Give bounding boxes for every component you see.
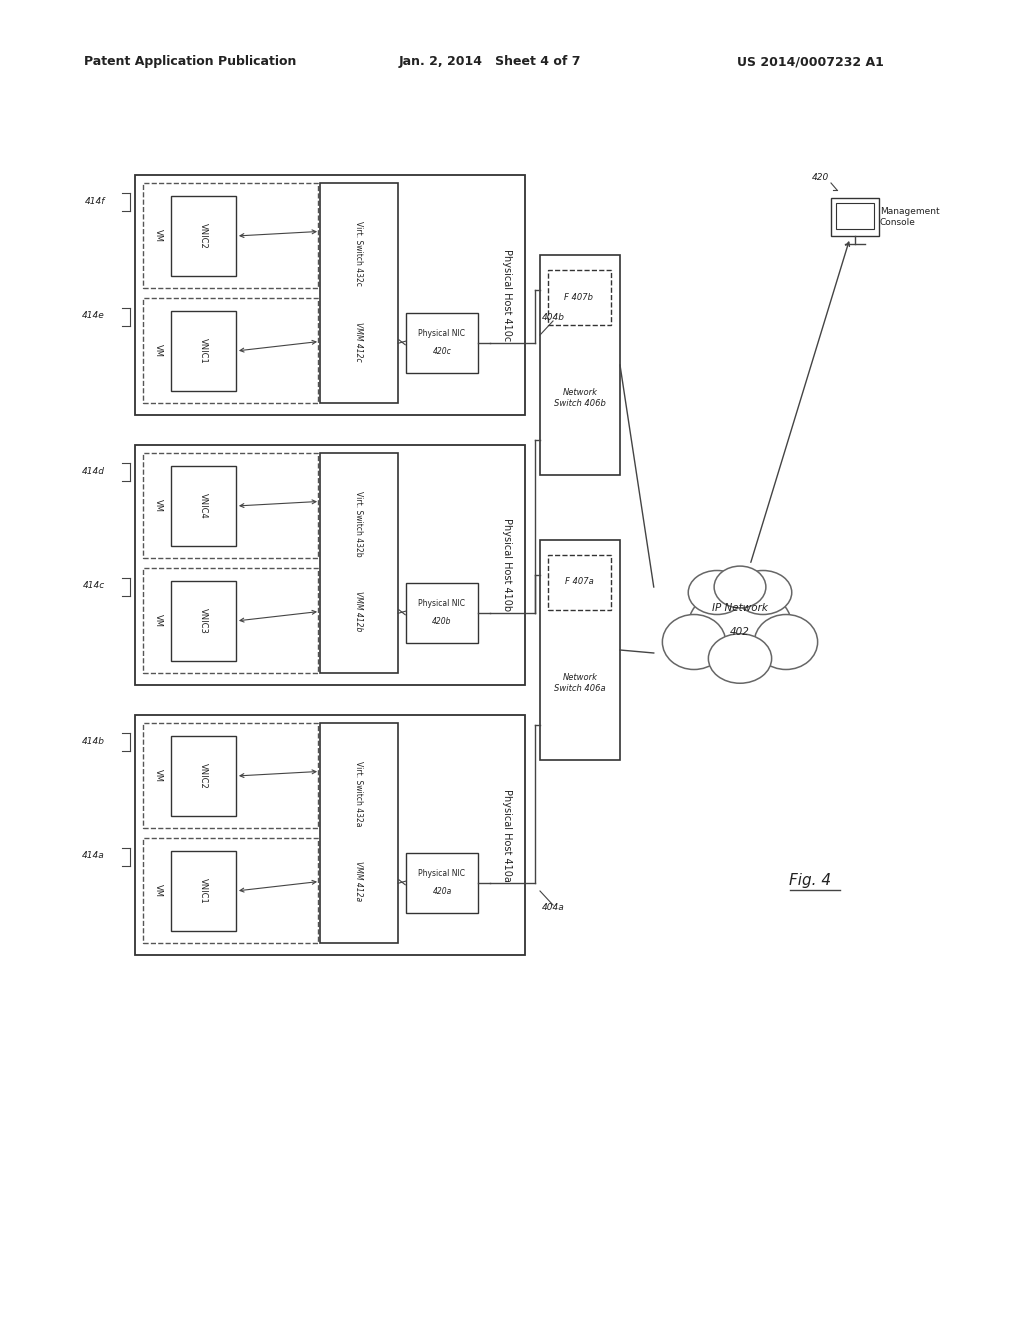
Text: Physical NIC: Physical NIC — [419, 330, 466, 338]
Bar — [548, 554, 611, 610]
Bar — [548, 271, 611, 325]
Text: Network
Switch 406b: Network Switch 406b — [554, 388, 606, 408]
Bar — [171, 312, 236, 391]
Text: 414b: 414b — [82, 737, 105, 746]
Bar — [143, 723, 318, 828]
Bar — [143, 568, 318, 673]
Text: 414a: 414a — [82, 851, 105, 861]
Text: Physical NIC: Physical NIC — [419, 599, 466, 609]
Text: F 407a: F 407a — [564, 578, 593, 586]
Bar — [171, 195, 236, 276]
Bar — [406, 853, 478, 913]
Bar — [171, 851, 236, 931]
Text: 414c: 414c — [83, 582, 105, 590]
Bar — [135, 715, 525, 954]
Text: 420b: 420b — [432, 618, 452, 627]
Text: Virt. Switch 432a: Virt. Switch 432a — [354, 760, 364, 826]
Bar — [135, 176, 525, 414]
Text: VMM 412b: VMM 412b — [354, 591, 364, 631]
Text: Virt. Switch 432b: Virt. Switch 432b — [354, 491, 364, 556]
Ellipse shape — [663, 615, 726, 669]
Text: 414f: 414f — [85, 197, 105, 206]
Bar — [143, 838, 318, 942]
Text: Network
Switch 406a: Network Switch 406a — [554, 673, 606, 693]
Ellipse shape — [734, 570, 792, 615]
Text: VMM 412a: VMM 412a — [354, 862, 364, 902]
Text: VM: VM — [154, 228, 163, 242]
Text: VMM 412c: VMM 412c — [354, 322, 364, 362]
Bar — [406, 583, 478, 643]
Text: 420: 420 — [811, 173, 828, 182]
Text: F 407b: F 407b — [564, 293, 594, 301]
Text: Physical NIC: Physical NIC — [419, 870, 466, 879]
Text: VNIC3: VNIC3 — [199, 609, 208, 634]
Bar — [143, 183, 318, 288]
Ellipse shape — [709, 634, 772, 684]
Bar — [540, 255, 620, 475]
Bar — [171, 581, 236, 661]
Text: Jan. 2, 2014   Sheet 4 of 7: Jan. 2, 2014 Sheet 4 of 7 — [398, 55, 582, 69]
Bar — [319, 183, 398, 403]
Bar — [831, 198, 879, 236]
Text: VNIC1: VNIC1 — [199, 338, 208, 364]
Text: Physical Host 410b: Physical Host 410b — [502, 519, 512, 611]
Text: VM: VM — [154, 614, 163, 627]
Text: VNIC2: VNIC2 — [199, 763, 208, 789]
Bar — [836, 203, 874, 228]
Ellipse shape — [688, 587, 792, 664]
Bar — [143, 298, 318, 403]
Bar — [540, 540, 620, 760]
Text: 420a: 420a — [432, 887, 452, 896]
Ellipse shape — [688, 570, 745, 615]
Text: VNIC4: VNIC4 — [199, 494, 208, 519]
Text: VM: VM — [154, 770, 163, 781]
Text: 414e: 414e — [82, 312, 105, 321]
Text: Virt. Switch 432c: Virt. Switch 432c — [354, 220, 364, 286]
Ellipse shape — [714, 566, 766, 609]
Bar — [406, 313, 478, 374]
Text: VNIC1: VNIC1 — [199, 878, 208, 904]
Bar — [171, 737, 236, 816]
Text: VM: VM — [154, 499, 163, 512]
Text: VM: VM — [154, 345, 163, 356]
Text: VM: VM — [154, 884, 163, 898]
Text: Fig. 4: Fig. 4 — [788, 873, 831, 887]
Text: 404a: 404a — [542, 903, 564, 912]
Bar — [135, 445, 525, 685]
Text: Physical Host 410c: Physical Host 410c — [502, 249, 512, 341]
Bar — [319, 723, 398, 942]
Bar — [143, 453, 318, 558]
Text: 404b: 404b — [542, 314, 564, 322]
Text: 414d: 414d — [82, 466, 105, 475]
Bar — [319, 453, 398, 673]
Text: 420c: 420c — [432, 347, 452, 356]
Text: Physical Host 410a: Physical Host 410a — [502, 788, 512, 882]
Text: IP Network: IP Network — [712, 603, 768, 612]
Text: US 2014/0007232 A1: US 2014/0007232 A1 — [736, 55, 884, 69]
Bar — [171, 466, 236, 546]
Text: VNIC2: VNIC2 — [199, 223, 208, 249]
Text: 402: 402 — [730, 627, 750, 638]
Text: Management
Console: Management Console — [880, 207, 940, 227]
Ellipse shape — [755, 615, 817, 669]
Text: Patent Application Publication: Patent Application Publication — [84, 55, 296, 69]
